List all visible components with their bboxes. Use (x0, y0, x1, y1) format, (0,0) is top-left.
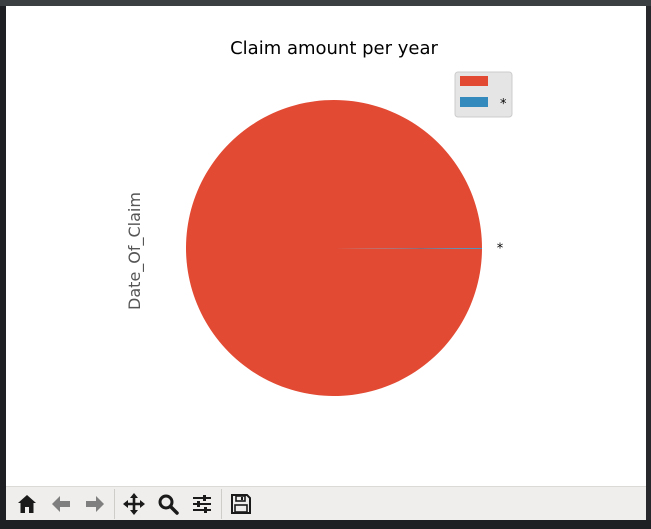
chart-title: Claim amount per year (230, 38, 438, 59)
arrow-right-icon (86, 495, 104, 512)
pie-slices (186, 99, 483, 396)
pie-chart: Claim amount per year Date_Of_Claim * * (125, 38, 513, 396)
legend-swatch (460, 76, 488, 86)
forward-button[interactable] (78, 489, 112, 519)
figure-canvas: Claim amount per year Date_Of_Claim * * (6, 6, 646, 486)
pie-slice-labels: * (497, 242, 504, 257)
magnifier-icon (158, 494, 179, 515)
pan-button[interactable] (117, 489, 151, 519)
save-button[interactable] (224, 489, 258, 519)
pie-slice (186, 99, 483, 396)
navigation-toolbar (6, 486, 646, 520)
move-icon (123, 492, 145, 515)
toolbar-separator (114, 488, 115, 519)
background-editor-footer (0, 520, 651, 529)
background-editor-bar (0, 0, 651, 6)
pie-slice-label: * (497, 242, 504, 257)
floppy-disk-icon (231, 493, 251, 514)
configure-subplots-button[interactable] (185, 489, 219, 519)
y-axis-label: Date_Of_Claim (125, 192, 145, 310)
home-button[interactable] (10, 489, 44, 519)
legend-label: * (500, 97, 507, 112)
zoom-button[interactable] (151, 489, 185, 519)
background-editor-edge (646, 6, 651, 529)
back-button[interactable] (44, 489, 78, 519)
plot-window: Claim amount per year Date_Of_Claim * * (6, 6, 646, 520)
legend-swatch (460, 97, 488, 107)
arrow-left-icon (52, 495, 70, 512)
sliders-icon (193, 494, 211, 513)
toolbar-separator (221, 488, 222, 519)
legend: * (454, 71, 513, 118)
home-icon (18, 494, 36, 513)
pie-slice (334, 248, 482, 249)
